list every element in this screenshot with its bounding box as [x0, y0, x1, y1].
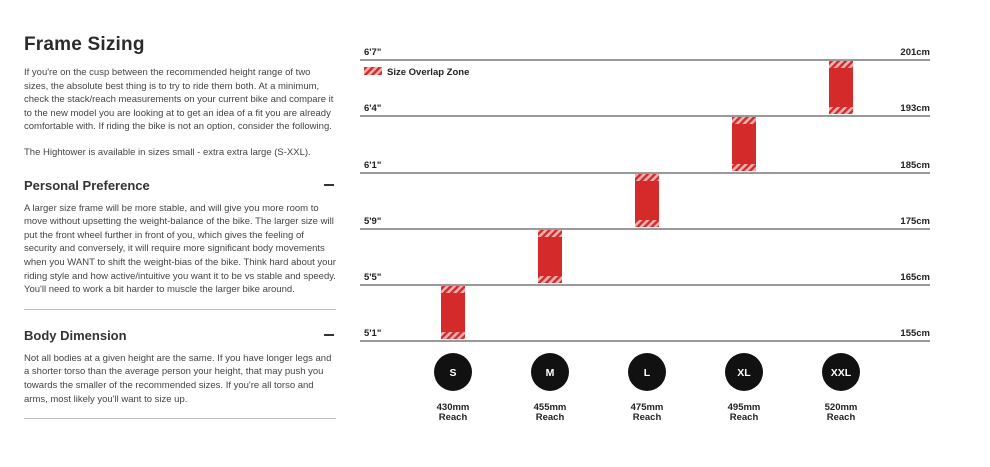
tick-label-left: 6'1" — [364, 160, 381, 171]
legend-label: Size Overlap Zone — [387, 67, 469, 78]
body-dimension-toggle[interactable]: Body Dimension — [24, 328, 336, 343]
overlap-zone-bottom — [732, 164, 756, 171]
overlap-zone-top — [441, 286, 465, 293]
intro-paragraph: If you're on the cusp between the recomm… — [24, 67, 334, 133]
legend-swatch — [364, 67, 382, 75]
size-badge — [531, 353, 569, 391]
tick-label-right: 165cm — [900, 272, 930, 283]
reach-label: Reach — [633, 412, 662, 423]
size-badge — [725, 353, 763, 391]
bar-M — [538, 230, 562, 283]
section-title: Body Dimension — [24, 327, 127, 343]
minus-icon[interactable] — [324, 184, 334, 187]
overlap-zone-bottom — [441, 332, 465, 339]
reach-label: Reach — [730, 412, 759, 423]
frame-sizing-article: Frame Sizing If you're on the cusp betwe… — [24, 34, 336, 420]
size-label: XL — [737, 367, 751, 379]
overlap-zone-bottom — [635, 220, 659, 227]
size-badge — [822, 353, 860, 391]
tick-label-right: 175cm — [900, 216, 930, 227]
tick-label-right: 185cm — [900, 160, 930, 171]
section-title: Personal Preference — [24, 177, 150, 193]
size-label: L — [644, 367, 651, 379]
bar-L — [635, 174, 659, 227]
tick-label-left: 5'9" — [364, 216, 381, 227]
size-label: S — [449, 367, 456, 379]
overlap-zone-top — [635, 174, 659, 181]
size-badge — [628, 353, 666, 391]
bar-XXL — [829, 61, 853, 114]
chart-svg: 6'7" 201cm 6'4" 193cm 6'1" 185cm 5'9" 175cm 5'5"… — [360, 47, 930, 423]
section-body-dimension: Body Dimension Not all bodies at a given… — [24, 328, 336, 420]
size-label: M — [546, 367, 555, 379]
reach-label: Reach — [439, 412, 468, 423]
tick-label-right: 201cm — [900, 47, 930, 58]
tick-label-right: 193cm — [900, 103, 930, 114]
reach-value: 455mm — [534, 402, 567, 413]
tick-label-left: 6'7" — [364, 47, 381, 58]
overlap-zone-top — [538, 230, 562, 237]
overlap-zone-bottom — [538, 276, 562, 283]
minus-icon[interactable] — [324, 334, 334, 337]
bar-XL — [732, 117, 756, 171]
section-body: A larger size frame will be more stable,… — [24, 202, 336, 296]
overlap-zone-top — [829, 61, 853, 68]
size-label: XXL — [831, 367, 852, 379]
overlap-zone-top — [732, 117, 756, 124]
overlap-zone-bottom — [829, 107, 853, 114]
size-badge — [434, 353, 472, 391]
tick-label-right: 155cm — [900, 328, 930, 339]
section-personal-preference: Personal Preference A larger size frame … — [24, 178, 336, 310]
tick-label-left: 6'4" — [364, 103, 381, 114]
bar-S — [441, 286, 465, 339]
size-height-chart: 6'7" 201cm 6'4" 193cm 6'1" 185cm 5'9" 175cm 5'5"… — [360, 36, 932, 436]
reach-label: Reach — [827, 412, 856, 423]
tick-label-left: 5'1" — [364, 328, 381, 339]
page-title: Frame Sizing — [24, 34, 145, 55]
section-body: Not all bodies at a given height are the… — [24, 352, 332, 405]
tick-label-left: 5'5" — [364, 272, 381, 283]
reach-value: 430mm — [437, 402, 470, 413]
reach-value: 495mm — [728, 402, 761, 413]
reach-value: 475mm — [631, 402, 664, 413]
personal-preference-toggle[interactable]: Personal Preference — [24, 178, 336, 193]
reach-value: 520mm — [825, 402, 858, 413]
reach-label: Reach — [536, 412, 565, 423]
sizes-note: The Hightower is available in sizes smal… — [24, 146, 311, 158]
